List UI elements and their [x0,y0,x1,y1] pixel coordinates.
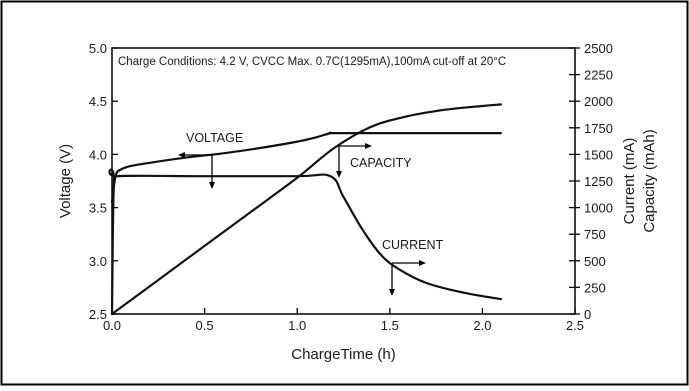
x-tick-label: 1.0 [288,318,306,333]
right-tick-label: 1250 [584,174,613,189]
x-tick-label: 1.5 [381,318,399,333]
right-tick-label: 500 [584,254,606,269]
x-tick-label: 2.5 [566,318,584,333]
x-tick-label: 2.0 [473,318,491,333]
left-tick-label: 5.0 [89,41,107,56]
left-tick-label: 4.5 [89,94,107,109]
right-tick-label: 2250 [584,68,613,83]
label-voltage: VOLTAGE [186,131,243,145]
right-axis-ticks: 0 250 500 750 1000 1250 1500 1750 2000 2250 2500 [569,41,613,322]
right-tick-label: 1000 [584,201,613,216]
plot-area [111,47,576,315]
right-tick-label: 2000 [584,94,613,109]
x-tick-label: 0.5 [196,318,214,333]
x-tick-label: 0.0 [103,318,121,333]
left-tick-label: 3.0 [89,254,107,269]
right-tick-label: 0 [584,307,591,322]
left-axis-ticks: 2.5 3.0 3.5 4.0 4.5 5.0 [89,41,118,322]
label-current: CURRENT [382,238,443,252]
charge-conditions-note: Charge Conditions: 4.2 V, CVCC Max. 0.7C… [118,56,506,68]
arrow-capacity-right [339,143,372,149]
arrow-voltage-down [209,155,215,189]
series-line-current [108,168,503,316]
x-axis-ticks: 0.0 0.5 1.0 1.5 2.0 2.5 [103,308,584,333]
x-axis-title: ChargeTime (h) [291,346,395,363]
right-tick-label: 250 [584,280,606,295]
right-tick-label: 1750 [584,121,613,136]
series-line-capacity [110,103,503,316]
right-tick-label: 1500 [584,147,613,162]
label-capacity: CAPACITY [350,156,412,170]
arrow-voltage-left [178,152,212,158]
series-lines [108,103,503,316]
right-tick-label: 750 [584,227,606,242]
left-axis-title: Voltage (V) [57,144,74,218]
left-tick-label: 4.0 [89,147,107,162]
right-tick-label: 2500 [584,41,613,56]
right-axis-title-capacity: Capacity (mAh) [641,129,658,232]
left-tick-label: 2.5 [89,307,107,322]
series-line-voltage [110,131,503,204]
arrow-current-right [392,260,426,266]
left-tick-label: 3.5 [89,201,107,216]
right-axis-title-current: Current (mA) [621,138,638,225]
arrow-current-down [389,263,395,296]
arrow-capacity-down [336,146,342,178]
